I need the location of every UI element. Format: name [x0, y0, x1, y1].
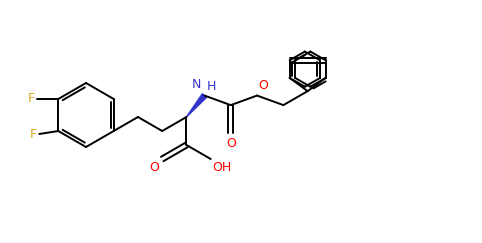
- Text: F: F: [28, 92, 35, 104]
- Text: O: O: [258, 78, 268, 92]
- Text: N: N: [192, 78, 201, 91]
- Text: OH: OH: [213, 161, 232, 174]
- Text: O: O: [226, 137, 236, 150]
- Polygon shape: [187, 94, 207, 117]
- Text: H: H: [206, 79, 216, 93]
- Text: O: O: [149, 161, 159, 174]
- Text: F: F: [30, 128, 37, 140]
